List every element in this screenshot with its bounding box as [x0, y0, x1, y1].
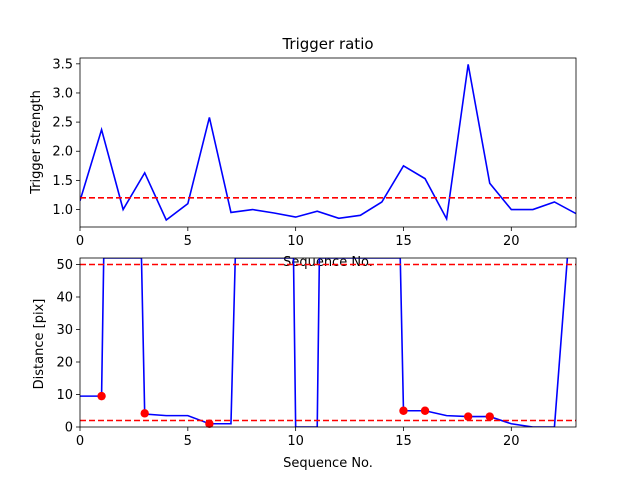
x-tick-label: 5	[184, 234, 192, 249]
x-tick-label: 0	[76, 234, 84, 249]
data-marker	[485, 412, 494, 421]
y-tick-label: 1.5	[52, 174, 73, 189]
y-tick-label: 0	[65, 421, 73, 436]
data-marker	[205, 419, 214, 428]
x-axis-label: Sequence No.	[283, 255, 373, 270]
y-tick-label: 20	[56, 356, 73, 371]
y-tick-label: 3.0	[52, 86, 73, 101]
data-marker	[97, 391, 106, 401]
y-tick-label: 2.0	[52, 145, 73, 160]
y-tick-label: 3.5	[52, 57, 73, 72]
y-tick-label: 2.5	[52, 116, 73, 131]
data-marker	[420, 406, 430, 415]
y-tick-label: 1.0	[52, 203, 73, 218]
data-marker	[399, 406, 408, 415]
axes-frame	[79, 57, 577, 228]
y-tick-label: 40	[56, 291, 73, 306]
axes-frame	[79, 257, 577, 428]
trigger-ratio-chart: Trigger ratio Trigger strength Sequence …	[29, 35, 577, 270]
y-tick-label: 50	[56, 258, 73, 273]
y-tick-label: 10	[56, 388, 73, 403]
y-axis-label: Trigger strength	[29, 90, 44, 195]
data-marker	[463, 412, 473, 421]
x-tick-label: 10	[287, 434, 304, 449]
chart-title: Trigger ratio	[281, 35, 373, 53]
distance-chart: Distance [pix] Sequence No. 0 5 10 15 20 0 10 2…	[32, 257, 577, 471]
x-tick-label: 20	[503, 434, 520, 449]
x-axis-label: Sequence No.	[283, 456, 373, 471]
x-tick-label: 0	[76, 434, 84, 449]
x-tick-label: 5	[184, 434, 192, 449]
data-marker	[140, 409, 149, 418]
x-tick-label: 20	[503, 234, 520, 249]
y-tick-label: 30	[56, 323, 73, 338]
series-line	[80, 64, 576, 222]
y-axis-label: Distance [pix]	[32, 299, 47, 390]
x-tick-label: 15	[395, 234, 412, 249]
plot-area	[80, 64, 576, 222]
x-tick-label: 15	[395, 434, 412, 449]
x-tick-label: 10	[287, 234, 304, 249]
